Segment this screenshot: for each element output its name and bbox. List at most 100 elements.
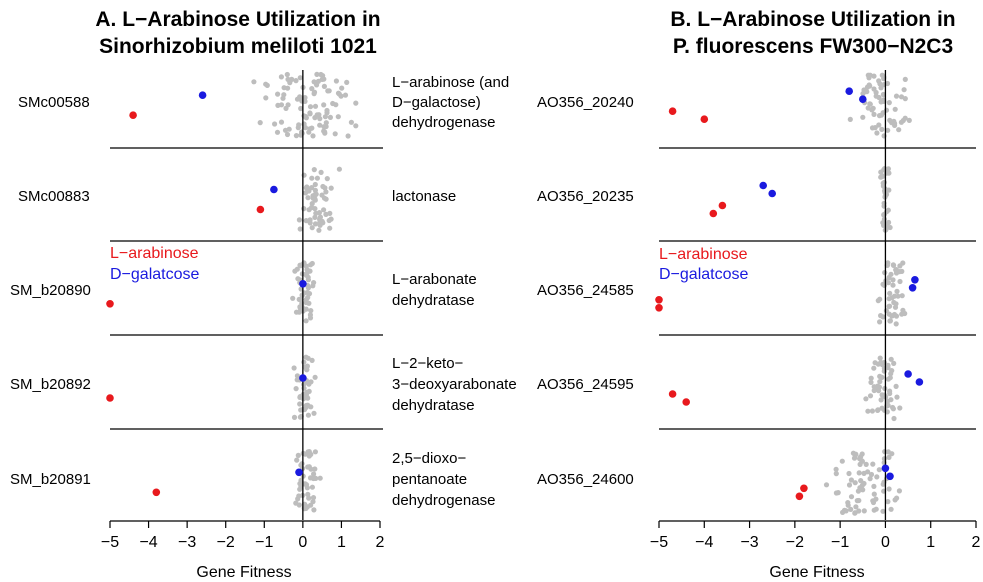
background-gene-point-b-1: [880, 173, 886, 179]
background-gene-point-b-3: [865, 408, 871, 414]
x-axis-label-a: Gene Fitness: [196, 564, 291, 581]
background-gene-point-a-3: [297, 414, 303, 420]
background-gene-point-b-0: [892, 106, 898, 112]
background-gene-point-b-0: [867, 83, 873, 89]
background-gene-point-a-0: [318, 71, 324, 78]
x-tick-label-a-3: −2: [217, 534, 235, 551]
gene-label-a-2: SM_b20890: [10, 282, 91, 299]
background-gene-point-b-4: [861, 508, 867, 514]
fitness-point-b-2-3: [908, 284, 917, 292]
background-gene-point-b-2: [891, 262, 897, 268]
background-gene-point-a-2: [305, 294, 311, 301]
background-gene-point-b-2: [890, 277, 896, 283]
background-gene-point-a-4: [312, 449, 318, 455]
background-gene-point-b-2: [886, 274, 892, 281]
panel-a-plot: −5 −4 −3 −2 −1 0 1 2: [101, 70, 385, 551]
x-tick-label-a-6: 1: [337, 534, 346, 551]
description-3-line2: 3−deoxyarabonate: [392, 376, 517, 393]
background-gene-point-a-1: [305, 195, 311, 201]
background-gene-point-a-0: [275, 91, 281, 97]
background-gene-point-b-4: [852, 480, 858, 486]
background-gene-point-a-0: [344, 79, 350, 85]
background-gene-point-b-4: [888, 506, 894, 512]
background-gene-point-a-0: [323, 120, 329, 126]
background-gene-point-a-2: [303, 306, 309, 312]
background-gene-point-a-1: [309, 204, 315, 211]
fitness-point-a-2-0: [106, 300, 114, 308]
panel-b-title-line2: P. fluorescens FW300−N2C3: [673, 35, 953, 58]
panel-b-title-line1: B. L−Arabinose Utilization in: [670, 8, 955, 31]
description-4-line1: 2,5−dioxo−: [392, 450, 466, 467]
background-gene-point-a-0: [322, 130, 328, 136]
background-gene-point-b-4: [853, 504, 859, 510]
background-gene-point-b-0: [902, 115, 908, 121]
background-gene-point-a-1: [310, 195, 316, 201]
background-gene-point-a-4: [296, 502, 302, 508]
background-gene-point-a-4: [317, 475, 323, 481]
background-gene-point-b-0: [878, 85, 884, 91]
background-gene-point-a-1: [311, 167, 317, 173]
background-gene-point-b-0: [876, 122, 882, 128]
background-gene-point-a-0: [302, 95, 308, 101]
background-gene-point-b-2: [902, 310, 908, 317]
description-2-line2: dehydratase: [392, 292, 475, 309]
background-gene-point-b-3: [890, 406, 897, 412]
background-gene-point-a-1: [321, 207, 327, 213]
background-gene-point-b-2: [894, 288, 900, 294]
background-gene-point-a-4: [294, 457, 300, 463]
background-gene-point-a-2: [299, 300, 305, 306]
background-gene-point-b-4: [882, 449, 888, 455]
background-gene-point-b-4: [896, 488, 903, 494]
background-gene-point-a-3: [293, 386, 299, 392]
background-gene-point-a-3: [305, 412, 311, 418]
background-gene-point-a-1: [296, 217, 302, 223]
background-gene-point-b-3: [868, 379, 874, 385]
background-gene-point-b-0: [885, 127, 891, 133]
background-gene-point-b-0: [860, 114, 866, 120]
background-gene-point-b-0: [861, 87, 867, 93]
background-gene-point-b-0: [879, 72, 885, 78]
background-gene-point-a-3: [304, 367, 310, 373]
fitness-point-a-3-0: [106, 394, 114, 402]
background-gene-point-a-1: [301, 206, 307, 212]
background-gene-point-a-1: [317, 214, 323, 220]
background-gene-point-b-4: [856, 470, 862, 476]
background-gene-point-a-4: [298, 484, 304, 490]
legend-a-l-arabinose: L−arabinose: [110, 245, 199, 262]
background-gene-point-a-0: [264, 82, 270, 88]
background-gene-point-a-1: [318, 169, 324, 175]
panel-b-plot: −5 −4 −3 −2 −1 0 1 2: [650, 70, 981, 551]
background-gene-point-b-2: [877, 296, 883, 302]
x-tick-label-b-7: 2: [972, 534, 981, 551]
background-gene-point-a-0: [311, 91, 317, 97]
background-gene-point-b-0: [867, 101, 873, 107]
panel-a-title-line1: A. L−Arabinose Utilization in: [95, 8, 380, 31]
background-gene-point-b-2: [890, 282, 896, 288]
background-gene-point-b-3: [887, 375, 893, 381]
background-gene-point-a-1: [297, 226, 303, 232]
background-gene-point-b-3: [888, 356, 894, 362]
background-gene-point-a-4: [311, 471, 317, 477]
gene-label-a-4: SM_b20891: [10, 471, 91, 488]
fitness-point-a-1-1: [270, 185, 278, 194]
background-gene-point-b-0: [878, 99, 884, 105]
background-gene-point-b-2: [892, 304, 899, 310]
background-gene-point-b-4: [833, 490, 840, 496]
background-gene-point-b-4: [856, 497, 862, 504]
background-gene-point-b-0: [886, 100, 892, 106]
background-gene-point-b-3: [897, 405, 903, 411]
background-gene-point-b-0: [893, 93, 900, 99]
background-gene-point-b-2: [883, 308, 890, 314]
background-gene-point-a-0: [321, 124, 327, 130]
background-gene-point-b-4: [840, 509, 846, 515]
description-4-line2: pentanoate: [392, 471, 467, 488]
fitness-point-b-0-2: [845, 87, 853, 95]
background-gene-point-b-4: [881, 456, 888, 462]
background-gene-point-b-0: [896, 127, 902, 133]
background-gene-point-a-0: [257, 120, 263, 126]
background-gene-point-b-3: [891, 360, 897, 366]
background-gene-point-a-0: [272, 121, 278, 127]
gene-label-a-1: SMc00883: [18, 188, 90, 205]
x-axis-label-b: Gene Fitness: [769, 564, 864, 581]
background-gene-point-a-1: [319, 192, 325, 198]
